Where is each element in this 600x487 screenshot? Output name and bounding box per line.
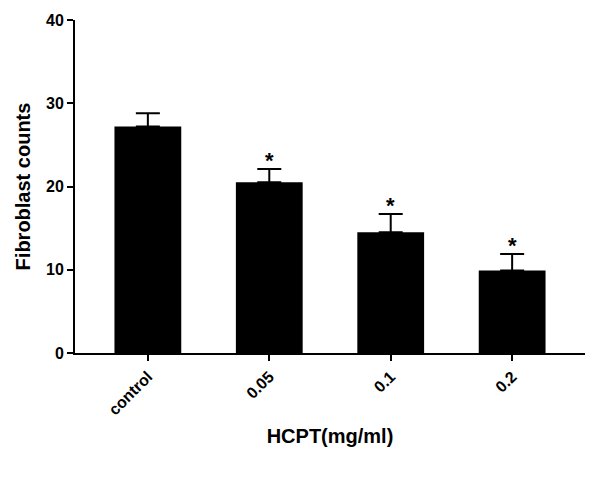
svg-text:40: 40: [46, 12, 64, 29]
svg-text:control: control: [105, 368, 155, 418]
svg-text:30: 30: [46, 95, 64, 112]
svg-text:0.2: 0.2: [492, 368, 520, 396]
svg-text:*: *: [265, 148, 274, 173]
svg-text:*: *: [386, 193, 395, 218]
svg-text:0: 0: [55, 345, 64, 362]
svg-text:0.05: 0.05: [243, 368, 277, 402]
svg-text:0.1: 0.1: [371, 368, 399, 396]
svg-text:Fibroblast counts: Fibroblast counts: [12, 103, 34, 271]
svg-text:10: 10: [46, 261, 64, 278]
svg-text:*: *: [508, 233, 517, 258]
svg-text:HCPT(mg/ml): HCPT(mg/ml): [267, 425, 394, 447]
svg-text:20: 20: [46, 178, 64, 195]
